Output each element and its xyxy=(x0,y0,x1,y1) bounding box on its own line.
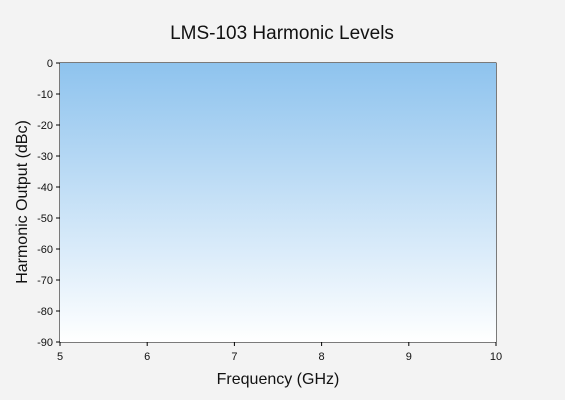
y-tick-label: -20 xyxy=(37,120,53,132)
x-tick-label: 6 xyxy=(144,351,150,363)
y-tick-label: -90 xyxy=(37,337,53,349)
y-tick-label: -80 xyxy=(37,306,53,318)
x-tick-label: 8 xyxy=(319,351,325,363)
plot-background xyxy=(60,63,496,342)
y-tick-label: -50 xyxy=(37,213,53,225)
y-tick-label: -10 xyxy=(37,89,53,101)
y-tick-label: 0 xyxy=(47,58,53,70)
y-tick-label: -60 xyxy=(37,244,53,256)
y-tick-label: -40 xyxy=(37,182,53,194)
x-tick-label: 7 xyxy=(231,351,237,363)
x-axis-label: Frequency (GHz) xyxy=(217,371,340,388)
y-tick-label: -30 xyxy=(37,151,53,163)
chart-title: LMS-103 Harmonic Levels xyxy=(170,23,394,44)
x-axis-ticks: 5 6 7 8 9 10 xyxy=(57,342,502,363)
y-tick-label: -70 xyxy=(37,275,53,287)
y-axis-ticks: 0 -10 -20 -30 -40 -50 -60 -70 -80 -90 xyxy=(37,58,60,349)
x-tick-label: 9 xyxy=(406,351,412,363)
y-axis-label: Harmonic Output (dBc) xyxy=(14,120,31,284)
x-tick-label: 10 xyxy=(490,351,502,363)
x-tick-label: 5 xyxy=(57,351,63,363)
